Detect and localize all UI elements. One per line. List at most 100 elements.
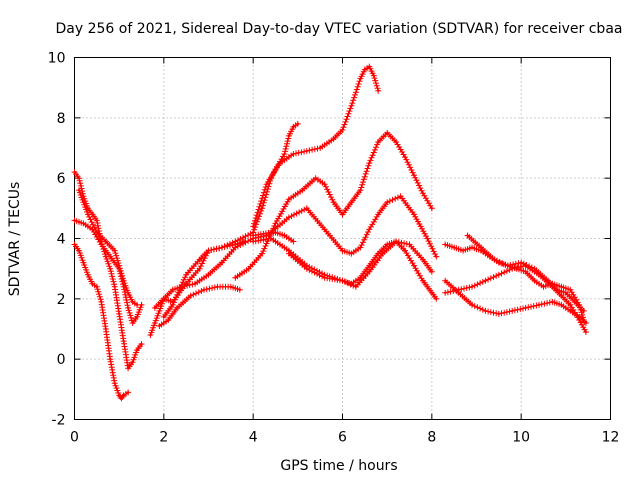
data-point [91,213,94,216]
data-point [126,391,130,394]
data-point [251,231,255,234]
y-tick-label: 8 [57,111,66,127]
data-point [287,198,291,201]
x-tick-label: 2 [159,430,168,446]
y-axis-label: SDTVAR / TECUs [7,182,23,297]
data-point [120,397,123,400]
data-point [493,258,496,261]
data-point [318,146,322,150]
data-point [368,270,371,273]
data-point [198,258,201,261]
data-point [234,243,237,246]
data-point [385,201,389,204]
data-point [153,321,157,325]
data-point [131,321,134,325]
data-point [135,303,139,307]
data-point [421,258,425,261]
data-point [385,243,389,246]
data-point [412,213,416,216]
data-point [479,246,483,249]
data-point [292,125,295,129]
series-track-9 [250,63,382,230]
series-track-4 [76,187,140,308]
data-point [109,357,112,361]
x-tick-label: 6 [338,430,347,446]
y-tick-label: -2 [52,413,66,429]
data-point [555,288,559,291]
data-point [435,255,438,258]
data-point [82,261,85,264]
data-point [287,252,291,255]
data-point [104,255,107,258]
data-point [584,330,588,334]
data-point [153,306,157,310]
data-point [86,273,90,276]
data-point [73,243,76,246]
data-point [243,240,246,243]
data-point [377,213,380,216]
data-point [73,170,76,174]
y-tick-labels: -2 0 2 4 6 8 10 [48,51,66,429]
data-point [569,288,572,291]
series-layer [71,63,589,402]
data-point [314,176,317,180]
data-point [435,297,438,301]
data-point [104,240,107,243]
data-point [470,303,474,307]
data-point [372,74,375,77]
data-point [341,249,344,252]
series-track-1 [71,241,132,402]
data-point [466,234,469,237]
data-point [251,234,255,237]
data-point [171,303,174,307]
data-point [511,309,514,313]
series-track-13 [285,238,440,302]
x-tick-label: 4 [249,430,258,446]
data-point [251,240,255,243]
x-tick-label: 8 [427,430,436,446]
data-point [149,333,152,337]
data-point [403,249,407,252]
data-point [193,282,197,285]
data-point [207,249,210,252]
data-point [73,219,76,222]
data-point [479,249,483,252]
data-point [238,288,241,291]
data-point [100,300,103,304]
data-point [461,249,465,252]
data-point [569,309,572,313]
data-point [287,134,291,138]
data-point [184,273,188,276]
data-point [341,213,344,216]
data-point [519,261,523,264]
data-point [323,228,326,231]
data-point [399,195,402,198]
data-point [444,279,447,282]
data-point [283,152,286,156]
series-line [154,123,299,309]
data-point [368,65,371,68]
data-point [350,201,353,204]
data-point [385,131,389,135]
data-point [162,297,166,301]
series-track-7 [156,283,243,329]
data-point [184,282,188,285]
data-point [560,285,563,288]
data-point [542,285,545,288]
data-point [234,246,237,249]
data-point [394,140,398,144]
x-axis-label: GPS time / hours [280,458,397,474]
data-point [126,367,130,370]
chart-title: Day 256 of 2021, Sidereal Day-to-day VTE… [56,21,623,37]
data-point [484,309,487,313]
data-point [158,324,161,328]
data-point [350,104,353,107]
data-point [95,231,99,234]
data-point [292,240,295,243]
series-markers [250,63,382,230]
data-point [131,300,134,304]
data-point [202,288,206,291]
data-point [292,152,295,156]
data-point [269,237,273,240]
